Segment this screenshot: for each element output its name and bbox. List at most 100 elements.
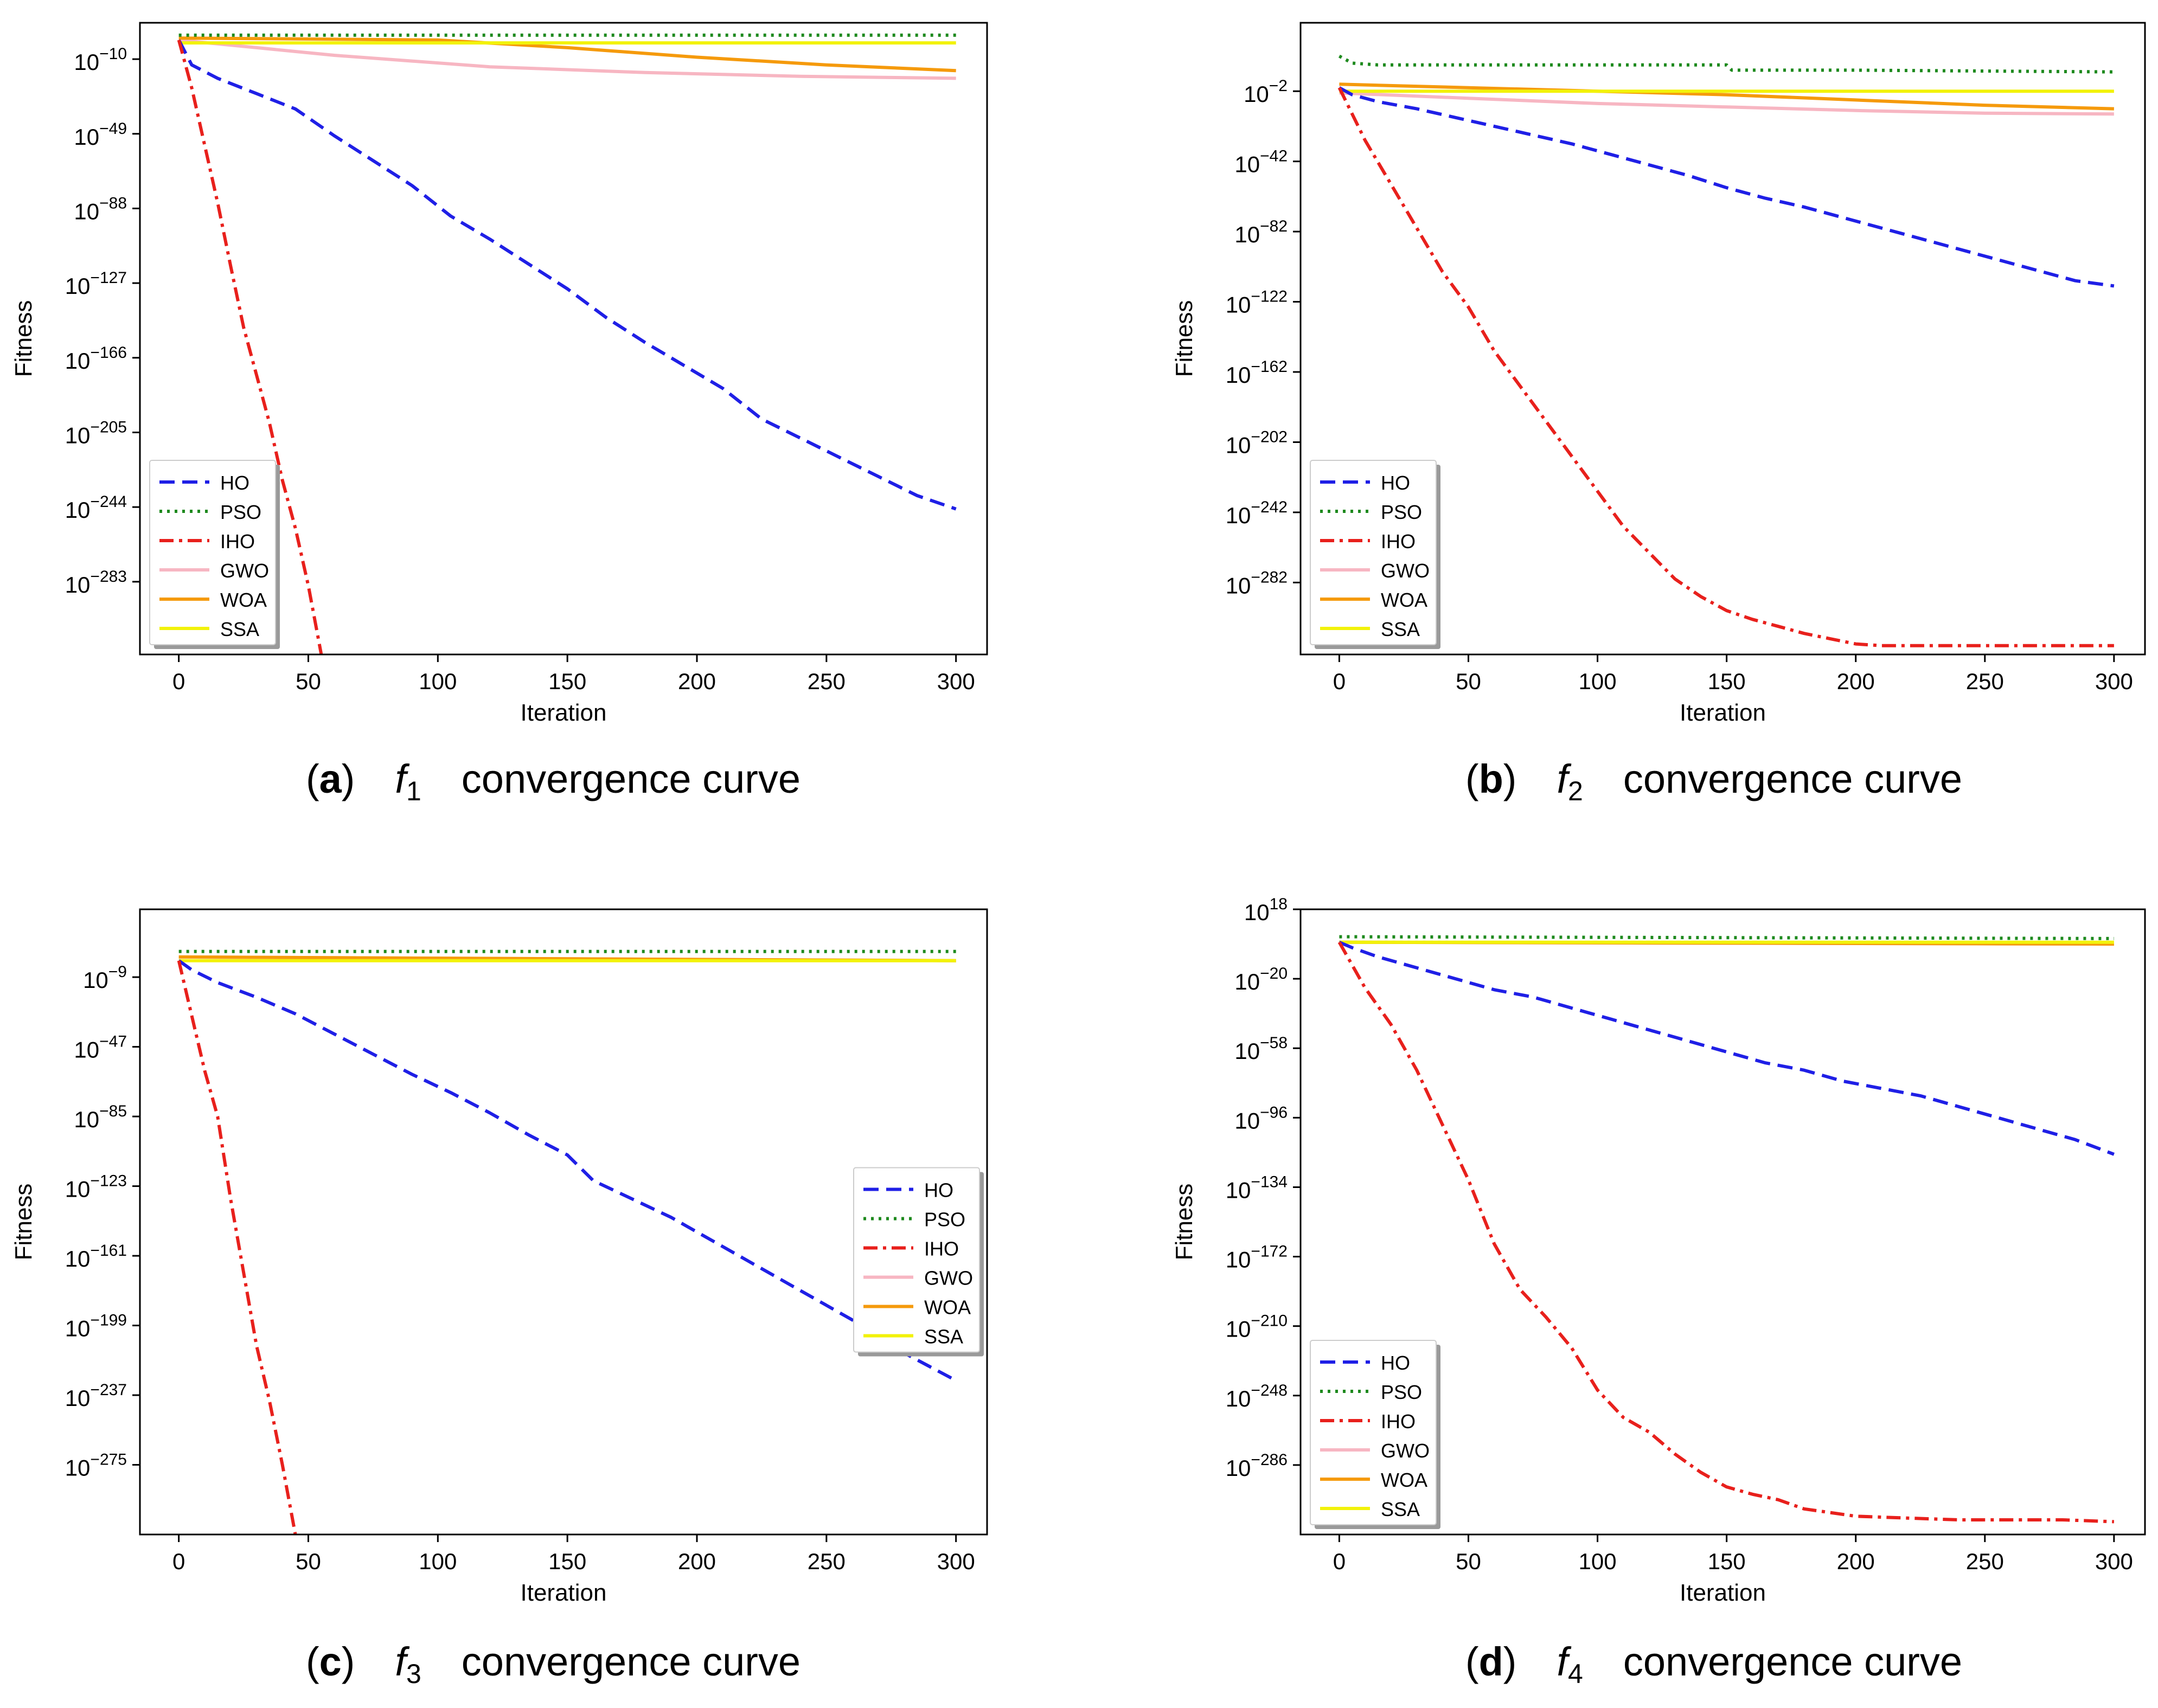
series-line-ho (1339, 940, 2115, 1156)
legend-label-gwo: GWO (924, 1267, 973, 1289)
x-tick-label: 150 (548, 1549, 586, 1574)
legend-label-ho: HO (924, 1179, 953, 1202)
y-tick-label: 10−47 (74, 1033, 127, 1063)
y-tick-label: 10−42 (1234, 147, 1288, 177)
x-tick-label: 250 (1966, 1549, 2004, 1574)
y-tick-label: 10−58 (1234, 1034, 1288, 1064)
y-tick-label: 10−275 (65, 1451, 127, 1481)
legend-box (1310, 1340, 1437, 1525)
y-tick-label: 10−134 (1226, 1173, 1288, 1203)
y-axis-label: Fitness (1171, 300, 1198, 377)
y-tick-label: 10−244 (65, 493, 127, 523)
x-tick-label: 50 (296, 669, 321, 694)
y-tick-label: 10−282 (1226, 568, 1288, 598)
series-line-gwo (178, 38, 956, 80)
legend-label-gwo: GWO (1381, 1440, 1430, 1462)
y-tick-label: 10−127 (65, 269, 127, 299)
series-line-ho (1338, 86, 2115, 288)
y-tick-label: 10−9 (83, 963, 127, 993)
x-tick-label: 100 (1579, 1549, 1617, 1574)
legend-box (149, 460, 276, 645)
caption-d: (d) f4 convergence curve (1465, 1639, 1962, 1689)
x-axis-label: Iteration (521, 699, 607, 726)
series-line-iho (1337, 941, 2115, 1524)
series-line-gwo (1339, 91, 2114, 116)
caption-c: (c) f3 convergence curve (306, 1639, 801, 1689)
series-group (177, 33, 957, 654)
x-tick-label: 50 (1456, 1549, 1481, 1574)
y-tick-label: 10−82 (1234, 217, 1288, 247)
caption-b: (b) f2 convergence curve (1465, 756, 1962, 806)
legend-label-ssa: SSA (924, 1326, 963, 1348)
y-tick-label: 10−88 (74, 194, 127, 224)
x-tick-label: 300 (2095, 669, 2133, 694)
x-tick-label: 0 (1333, 669, 1346, 694)
caption-a: (a) f1 convergence curve (306, 756, 801, 806)
x-tick-label: 0 (1333, 1549, 1346, 1574)
legend-label-woa: WOA (924, 1296, 971, 1319)
y-tick-label: 1018 (1244, 895, 1288, 925)
x-tick-label: 0 (172, 1549, 185, 1574)
x-tick-label: 150 (1708, 1549, 1746, 1574)
x-tick-label: 100 (419, 669, 457, 694)
y-axis-label: Fitness (10, 1184, 37, 1261)
plot-frame (139, 908, 988, 1536)
y-tick-label: 10−2 (1244, 77, 1288, 107)
x-tick-label: 50 (1456, 669, 1481, 694)
x-tick-label: 0 (172, 669, 185, 694)
y-tick-label: 10−237 (65, 1381, 127, 1411)
legend-label-iho: IHO (924, 1238, 959, 1260)
legend-box (853, 1167, 980, 1353)
x-tick-label: 150 (1708, 669, 1746, 694)
legend-label-iho: IHO (220, 530, 255, 553)
series-group (177, 949, 957, 1534)
x-axis-label: Iteration (521, 1579, 607, 1606)
legend-label-ssa: SSA (1381, 1498, 1420, 1520)
x-tick-label: 250 (1966, 669, 2004, 694)
x-axis-label: Iteration (1680, 1579, 1766, 1606)
x-tick-label: 300 (937, 669, 975, 694)
legend-label-ho: HO (1381, 1352, 1410, 1374)
plot-frame (1299, 22, 2146, 656)
x-tick-label: 100 (419, 1549, 457, 1574)
x-tick-label: 200 (1837, 669, 1875, 694)
y-tick-label: 10−205 (65, 418, 127, 448)
y-tick-label: 10−166 (65, 344, 127, 374)
legend-label-woa: WOA (1381, 1469, 1427, 1491)
y-tick-label: 10−85 (74, 1102, 127, 1132)
x-tick-label: 300 (2095, 1549, 2133, 1574)
y-axis-label: Fitness (1171, 1184, 1198, 1261)
y-tick-label: 10−122 (1226, 288, 1288, 318)
legend-label-gwo: GWO (1381, 560, 1430, 582)
series-line-pso (1339, 935, 2114, 940)
x-tick-label: 300 (937, 1549, 975, 1574)
x-tick-label: 100 (1579, 669, 1617, 694)
series-line-ho (177, 39, 957, 511)
series-line-iho (1337, 87, 2114, 647)
legend: HO PSO IHO GWO WOA SSA (1310, 460, 1440, 649)
series-line-woa (1339, 82, 2114, 111)
legend: HO PSO IHO GWO WOA SSA (149, 460, 280, 649)
plot-frame (139, 22, 988, 656)
y-axis-label: Fitness (10, 300, 37, 377)
plot-frame (1299, 908, 2146, 1536)
x-axis-label: Iteration (1680, 699, 1766, 726)
chart-d: 0 50 100 150 200 250 300 1018 10−20 10−58 10−96 10−… (1171, 895, 2146, 1689)
legend-label-pso: PSO (1381, 501, 1422, 523)
y-tick-label: 10−49 (74, 120, 127, 150)
x-tick-label: 250 (808, 1549, 846, 1574)
legend-label-iho: IHO (1381, 1410, 1416, 1433)
x-tick-label: 200 (678, 669, 716, 694)
legend-box (1310, 460, 1437, 645)
legend: HO PSO IHO GWO WOA SSA (853, 1167, 984, 1357)
y-tick-label: 10−283 (65, 568, 127, 598)
x-tick-label: 200 (1837, 1549, 1875, 1574)
x-tick-label: 200 (678, 1549, 716, 1574)
series-group (1337, 54, 2115, 647)
legend-label-pso: PSO (1381, 1381, 1422, 1403)
y-tick-label: 10−10 (74, 45, 127, 75)
legend-label-ssa: SSA (220, 618, 259, 640)
chart-a: 0 50 100 150 200 250 300 10−10 10−49 10−88 10−127 1… (10, 22, 988, 806)
y-tick-label: 10−248 (1226, 1382, 1288, 1411)
